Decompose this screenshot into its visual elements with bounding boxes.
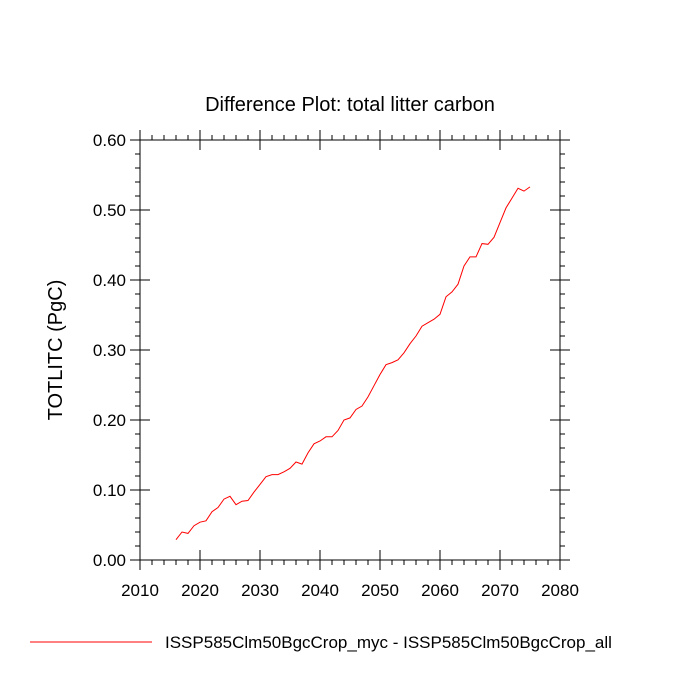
plot-frame	[139, 139, 561, 561]
x-tick-label: 2080	[541, 581, 579, 600]
y-tick-label: 0.30	[93, 341, 126, 360]
series-line-0	[175, 186, 531, 541]
y-axis-label: TOTLITC (PgC)	[45, 280, 67, 421]
x-tick-label: 2020	[181, 581, 219, 600]
legend-entry-label: ISSP585Clm50BgcCrop_myc - ISSP585Clm50Bg…	[165, 633, 612, 652]
x-tick-label: 2030	[241, 581, 279, 600]
x-tick-label: 2060	[421, 581, 459, 600]
y-tick-label: 0.40	[93, 271, 126, 290]
chart-title: Difference Plot: total litter carbon	[205, 94, 495, 116]
y-tick-label: 0.50	[93, 201, 126, 220]
plot-area: 2010 2020 2030 2040 2050 2060 2070 2080 0.00 0.10…	[93, 130, 579, 600]
y-tick-label: 0.10	[93, 481, 126, 500]
x-tick-label: 2040	[301, 581, 339, 600]
y-tick-label: 0.00	[93, 551, 126, 570]
y-tick-label: 0.20	[93, 411, 126, 430]
legend: ISSP585Clm50BgcCrop_myc - ISSP585Clm50Bg…	[30, 633, 612, 652]
x-tick-label: 2070	[481, 581, 519, 600]
x-tick-label: 2010	[121, 581, 159, 600]
y-tick-label: 0.60	[93, 131, 126, 150]
x-tick-label: 2050	[361, 581, 399, 600]
